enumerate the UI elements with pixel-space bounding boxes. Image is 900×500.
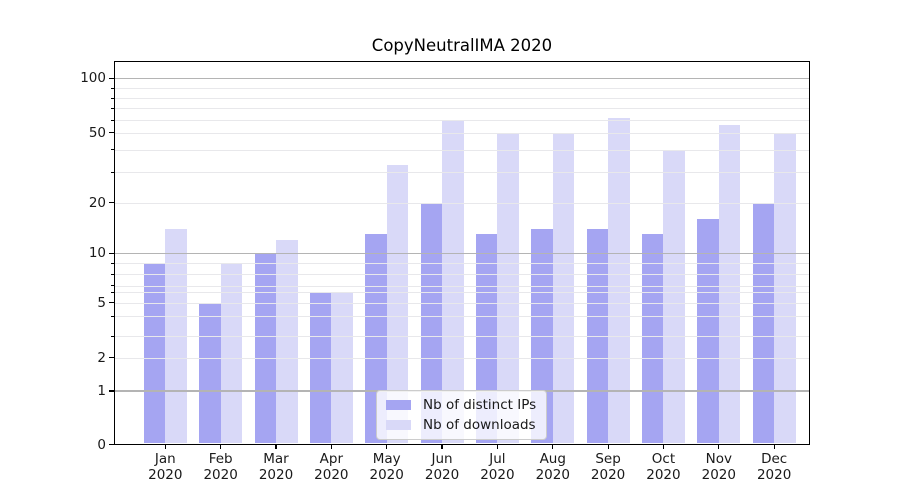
legend-label-downloads: Nb of downloads <box>423 417 536 433</box>
x-tick-feb <box>220 444 222 449</box>
gridline-minor-80 <box>115 98 809 100</box>
y-tick-5 <box>109 302 114 304</box>
y-minortick-80 <box>111 97 114 99</box>
y-tick-label-5: 5 <box>97 294 106 311</box>
gridline-major-100 <box>115 77 809 79</box>
gridline-minor-90 <box>115 88 809 90</box>
gridline-minor-5 <box>115 302 809 304</box>
y-tick-label-1: 1 <box>97 383 106 399</box>
y-tick-50 <box>109 132 114 134</box>
gridline-minor-8 <box>115 274 809 275</box>
bar-ips-jun <box>420 202 443 444</box>
y-tick-label-100: 100 <box>80 70 106 87</box>
bar-downloads-nov <box>718 124 741 444</box>
bar-downloads-oct <box>663 151 685 444</box>
gridline-minor-7 <box>115 285 809 287</box>
gridline-minor-50 <box>115 132 809 134</box>
bar-ips-oct <box>641 234 664 444</box>
x-tick-label-apr: Apr 2020 <box>314 451 349 483</box>
gridline-minor-70 <box>115 108 809 110</box>
x-tick-jun <box>441 444 443 449</box>
x-tick-label-aug: Aug 2020 <box>535 451 570 483</box>
gridline-minor-3 <box>115 336 809 337</box>
gridline-minor-4 <box>115 316 809 317</box>
legend-swatch-distinct-ips <box>386 400 411 410</box>
x-tick-label-feb: Feb 2020 <box>203 451 238 483</box>
gridline-minor-6 <box>115 292 809 293</box>
x-tick-jul <box>496 444 498 449</box>
y-tick-100 <box>109 77 114 79</box>
y-tick-label-2: 2 <box>97 349 106 366</box>
y-minortick-4 <box>111 315 114 317</box>
y-tick-label-50: 50 <box>88 124 106 141</box>
y-tick-label-0: 0 <box>97 436 106 453</box>
y-minortick-60 <box>111 119 114 121</box>
y-minortick-40 <box>111 149 114 150</box>
x-tick-apr <box>330 444 332 449</box>
x-tick-label-nov: Nov 2020 <box>701 451 736 483</box>
y-minortick-70 <box>111 107 114 109</box>
gridline-major-10 <box>115 252 809 254</box>
bar-downloads-feb <box>220 263 243 444</box>
bar-ips-jan <box>143 263 166 444</box>
bar-ips-feb <box>199 302 221 444</box>
y-tick-1 <box>109 390 114 392</box>
legend-item-distinct-ips: Nb of distinct IPs <box>386 397 536 413</box>
y-minortick-90 <box>111 87 114 89</box>
gridline-minor-20 <box>115 202 809 204</box>
bar-downloads-aug <box>552 132 575 444</box>
x-tick-label-may: May 2020 <box>369 451 404 483</box>
gridline-minor-2 <box>115 357 809 359</box>
bar-downloads-sep <box>608 117 630 444</box>
x-tick-mar <box>275 444 277 449</box>
x-tick-label-jan: Jan 2020 <box>148 451 183 483</box>
y-tick-2 <box>109 357 114 359</box>
legend-item-downloads: Nb of downloads <box>386 417 536 433</box>
bar-downloads-apr <box>331 292 353 444</box>
bar-downloads-dec <box>774 132 796 444</box>
y-tick-label-20: 20 <box>88 194 106 211</box>
gridline-minor-9 <box>115 263 809 265</box>
bar-downloads-mar <box>276 239 298 444</box>
legend-label-distinct-ips: Nb of distinct IPs <box>423 397 537 413</box>
y-minortick-6 <box>111 291 114 293</box>
chart-title: CopyNeutralIMA 2020 <box>371 36 553 55</box>
bar-ips-nov <box>697 218 719 444</box>
x-tick-label-jun: Jun 2020 <box>424 451 460 483</box>
x-tick-jan <box>164 444 166 449</box>
gridline-minor-60 <box>115 120 809 122</box>
y-tick-20 <box>109 202 114 204</box>
bar-ips-mar <box>254 253 276 444</box>
bar-ips-dec <box>752 202 775 444</box>
bar-ips-apr <box>309 292 332 444</box>
y-tick-label-10: 10 <box>88 245 106 262</box>
x-tick-label-oct: Oct 2020 <box>646 451 681 483</box>
x-tick-oct <box>662 444 665 449</box>
y-minortick-30 <box>111 171 114 173</box>
y-tick-10 <box>109 252 114 254</box>
y-tick-0 <box>109 443 114 446</box>
bar-downloads-jun <box>442 121 464 444</box>
bar-downloads-may <box>386 164 409 444</box>
x-tick-nov <box>718 444 720 449</box>
y-minortick-7 <box>111 285 114 286</box>
gridline-minor-40 <box>115 149 809 151</box>
x-tick-label-dec: Dec 2020 <box>756 451 792 483</box>
bar-downloads-jul <box>497 132 519 444</box>
x-tick-aug <box>552 444 554 449</box>
x-tick-may <box>386 444 388 449</box>
legend-swatch-downloads <box>386 420 411 430</box>
legend: Nb of distinct IPs Nb of downloads <box>376 390 548 440</box>
y-minortick-8 <box>111 273 114 275</box>
x-tick-dec <box>773 444 775 449</box>
x-tick-sep <box>607 444 609 449</box>
y-minortick-3 <box>111 335 114 337</box>
x-tick-label-mar: Mar 2020 <box>258 451 294 483</box>
y-minortick-9 <box>111 262 114 264</box>
x-tick-label-sep: Sep 2020 <box>590 451 626 483</box>
x-tick-label-jul: Jul 2020 <box>480 451 515 483</box>
gridline-minor-30 <box>115 172 809 173</box>
